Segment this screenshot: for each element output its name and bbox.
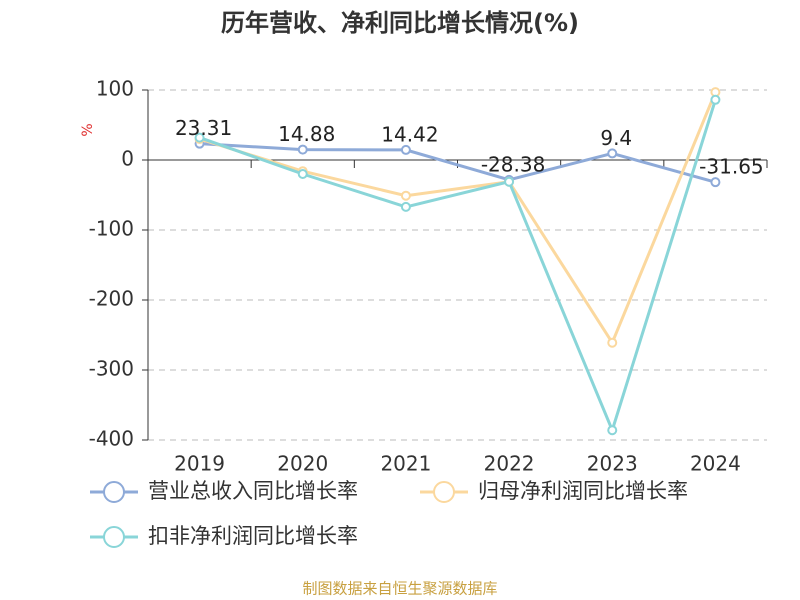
x-tick-label: 2019 [174,452,225,476]
y-axis-label: % [80,123,96,136]
series-line [199,142,716,184]
data-point [607,337,618,348]
data-point [194,132,205,143]
x-tick-label: 2024 [690,452,741,476]
y-tick-label: 100 [96,77,134,101]
y-tick-label: -300 [89,357,134,381]
legend-label: 营业总收入同比增长率 [148,479,358,503]
data-label: -28.38 [481,152,545,176]
data-label: 14.88 [278,122,335,146]
data-point [710,177,721,188]
series-line [199,99,717,435]
legend-icon [103,526,125,548]
data-label: -31.65 [699,155,763,179]
data-label: 9.4 [600,126,632,150]
data-point [607,425,618,436]
data-point [400,144,411,155]
source-note: 制图数据来自恒生聚源数据库 [302,580,497,598]
legend-label: 归母净利润同比增长率 [478,479,688,503]
data-label: 14.42 [381,122,438,146]
legend-icon [103,481,125,503]
x-tick-label: 2022 [484,452,535,476]
y-tick-label: -400 [89,427,134,451]
series-line [199,91,717,346]
legend-icon [433,481,455,503]
chart-title: 历年营收、净利同比增长情况(%) [221,9,579,37]
data-point [400,190,411,201]
data-point [504,176,515,187]
data-point [400,201,411,212]
y-tick-label: -100 [89,217,134,241]
data-point [607,148,618,159]
data-point [710,94,721,105]
legend-label: 扣非净利润同比增长率 [148,524,358,548]
x-tick-label: 2023 [587,452,638,476]
data-point [297,169,308,179]
x-tick-label: 2020 [277,452,328,476]
data-label: 23.31 [175,116,232,140]
y-tick-label: -200 [89,287,134,311]
x-tick-label: 2021 [380,452,431,476]
y-tick-label: 0 [121,147,134,171]
data-point [297,144,308,155]
